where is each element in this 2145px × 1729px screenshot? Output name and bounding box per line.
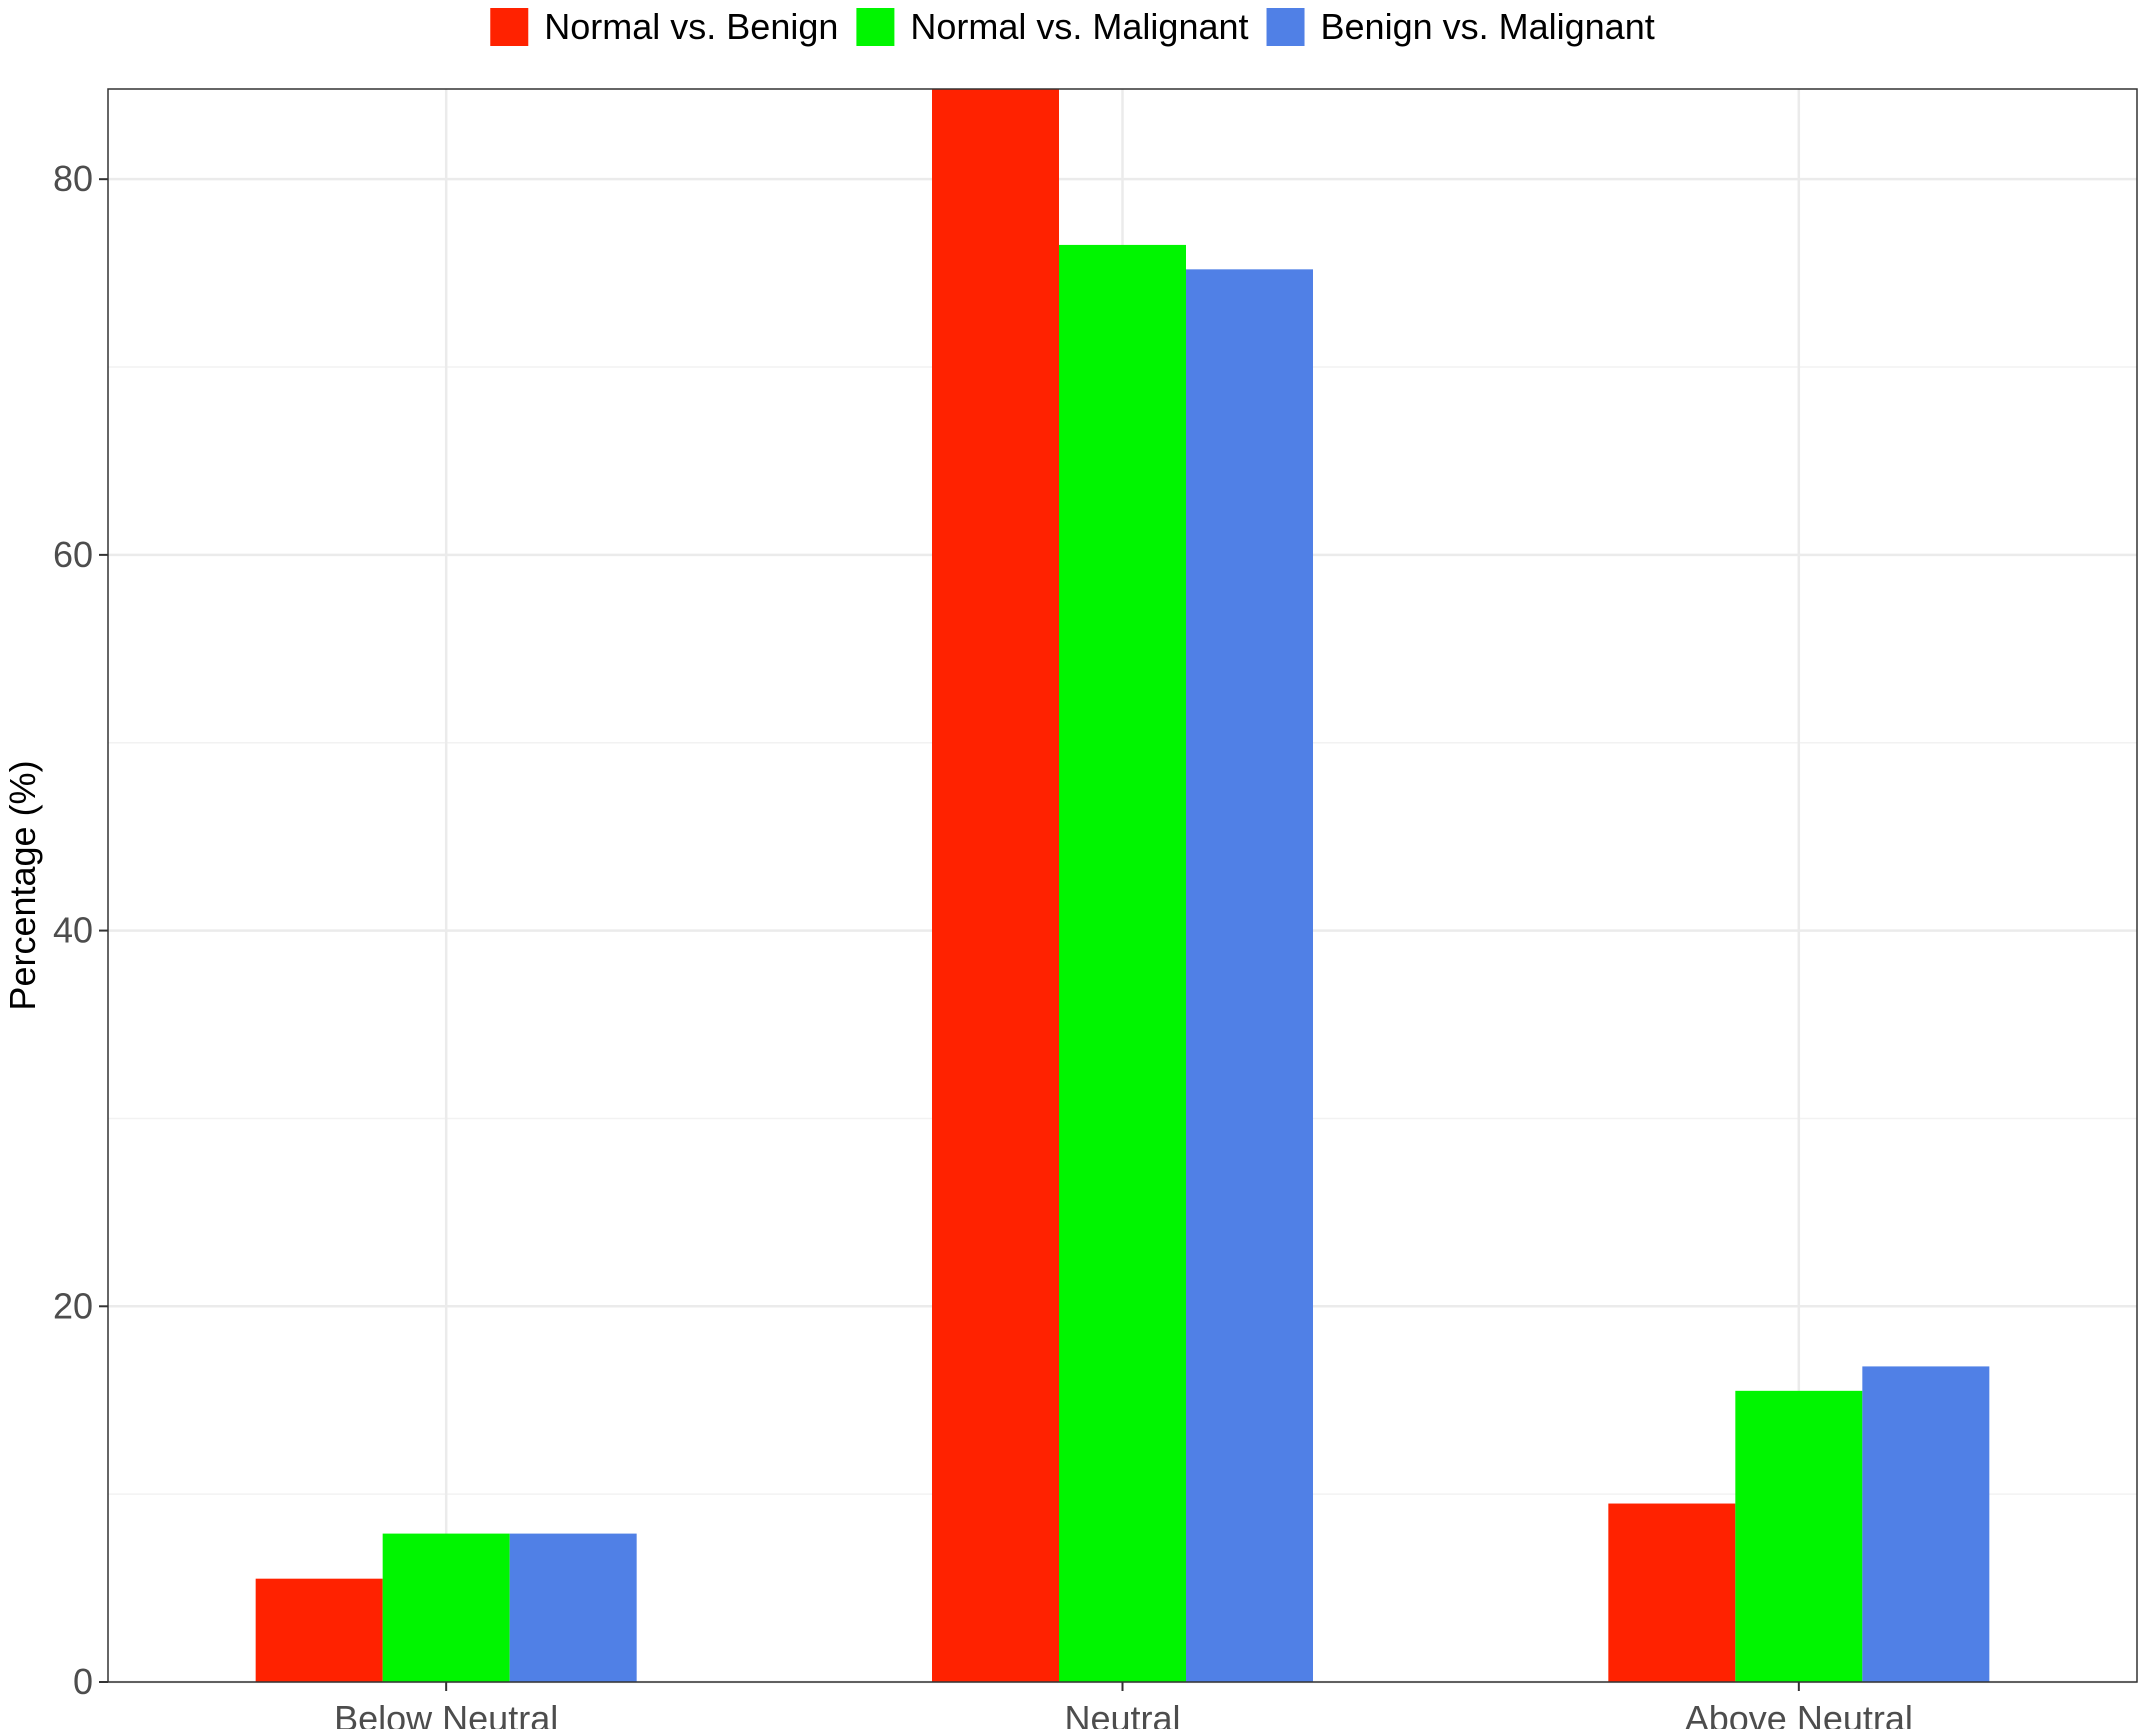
legend-key — [856, 8, 895, 46]
x-axis-ticks: Below Neutral Neutral Above Neutral — [334, 1682, 1913, 1729]
legend: Normal vs. Benign Normal vs. Malignant Ben… — [490, 6, 1655, 47]
bar — [1608, 1503, 1736, 1682]
bar — [1862, 1366, 1990, 1682]
y-tick-label: 20 — [53, 1285, 93, 1326]
legend-key — [1266, 8, 1305, 46]
legend-label: Benign vs. Malignant — [1321, 6, 1655, 47]
x-tick-label: Above Neutral — [1685, 1698, 1913, 1729]
bar — [1735, 1390, 1863, 1682]
y-axis-title: Percentage (%) — [2, 760, 43, 1010]
bars — [255, 89, 1990, 1683]
bar — [1059, 244, 1186, 1683]
x-tick-label: Neutral — [1064, 1698, 1180, 1729]
y-tick-label: 60 — [53, 534, 93, 575]
bar — [382, 1533, 510, 1682]
bar — [255, 1578, 383, 1682]
legend-label: Normal vs. Benign — [544, 6, 838, 47]
bar — [1186, 269, 1313, 1683]
y-tick-label: 0 — [73, 1661, 93, 1702]
y-tick-label: 80 — [53, 158, 93, 199]
legend-key — [490, 8, 529, 46]
legend-label: Normal vs. Malignant — [910, 6, 1248, 47]
bar — [509, 1533, 637, 1682]
y-axis-ticks: 0 20 40 60 80 — [53, 158, 108, 1702]
bar — [932, 89, 1059, 1682]
y-tick-label: 40 — [53, 910, 93, 951]
x-tick-label: Below Neutral — [334, 1698, 558, 1729]
